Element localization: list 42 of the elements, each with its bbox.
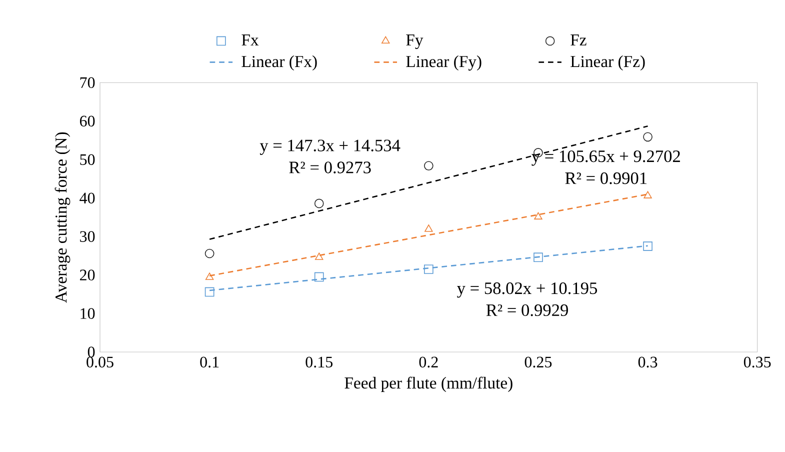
point	[424, 224, 433, 232]
x-tick-label: 0.3	[638, 356, 658, 368]
y-axis-title: Average cutting force (N)	[54, 132, 70, 303]
point	[424, 161, 434, 170]
point	[534, 252, 543, 262]
x-tick-label: 0.2	[419, 356, 438, 368]
point	[643, 132, 652, 142]
point	[314, 198, 324, 208]
point	[424, 264, 434, 274]
annotation: R² = 0.9929	[486, 304, 568, 316]
y-tick-label: 0	[88, 346, 95, 358]
point	[534, 212, 542, 220]
legend-label: Fx	[242, 34, 259, 46]
point	[314, 272, 324, 282]
y-tick-label: 30	[80, 231, 95, 242]
point	[204, 248, 214, 258]
annotation: R² = 0.9273	[289, 162, 371, 174]
x-axis-title: Feed per flute (mm/flute)	[344, 376, 512, 392]
x-tick-label: 0.1	[200, 356, 219, 368]
x-tick-label: 0.15	[306, 356, 332, 368]
point	[644, 191, 652, 198]
point	[205, 272, 214, 280]
y-tick-label: 70	[80, 77, 95, 88]
y-tick-label: 50	[80, 154, 95, 166]
y-tick-label: 60	[80, 116, 95, 127]
annotation: y = 147.3x + 14.534	[260, 140, 400, 155]
legend-label: Fz	[570, 34, 586, 46]
x-tick-label: 0.25	[524, 356, 552, 368]
annotation: R² = 0.9901	[565, 172, 647, 184]
y-tick-label: 40	[80, 192, 95, 204]
x-tick-label: 0.35	[744, 356, 771, 368]
legend-label: Fy	[406, 34, 424, 50]
legend-label: Linear (Fy)	[406, 55, 482, 71]
x-tick-label: 0.05	[86, 356, 114, 368]
point	[204, 287, 214, 297]
point	[315, 252, 324, 260]
legend-label: Linear (Fz)	[570, 55, 645, 71]
annotation: y = 58.02x + 10.195	[457, 282, 598, 298]
y-tick-label: 10	[80, 308, 95, 319]
point	[643, 242, 652, 251]
y-tick-label: 20	[80, 270, 95, 280]
legend-label: Linear (Fx)	[242, 55, 317, 71]
